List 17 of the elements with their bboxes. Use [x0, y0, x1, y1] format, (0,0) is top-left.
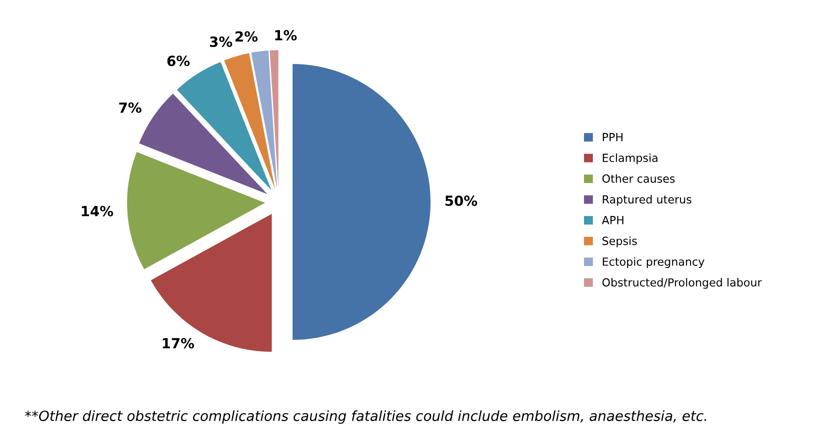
legend-label: Raptured uterus: [602, 194, 692, 206]
legend-label: PPH: [602, 133, 622, 142]
data-label: 17%: [162, 338, 194, 348]
legend-label: Obstructed/Prolonged labour: [602, 278, 762, 289]
data-label: 14%: [82, 206, 114, 216]
data-label: 50%: [445, 195, 478, 206]
data-label: 7%: [119, 102, 142, 113]
data-label: 1%: [275, 30, 297, 40]
text: **Other direct obstetric complications causing fatalities could include embolism, anaesthesia, etc.: [25, 410, 706, 424]
legend-label: Eclampsia: [602, 153, 658, 164]
legend-label: Other causes: [602, 174, 675, 183]
data-label: 6%: [167, 56, 190, 66]
legend-label: APH: [602, 216, 624, 224]
legend-label: Ectopic pregnancy: [602, 257, 704, 268]
data-label: 2%: [236, 31, 258, 42]
legend-label: Sepsis: [602, 236, 637, 248]
data-label: 3%: [210, 36, 232, 47]
